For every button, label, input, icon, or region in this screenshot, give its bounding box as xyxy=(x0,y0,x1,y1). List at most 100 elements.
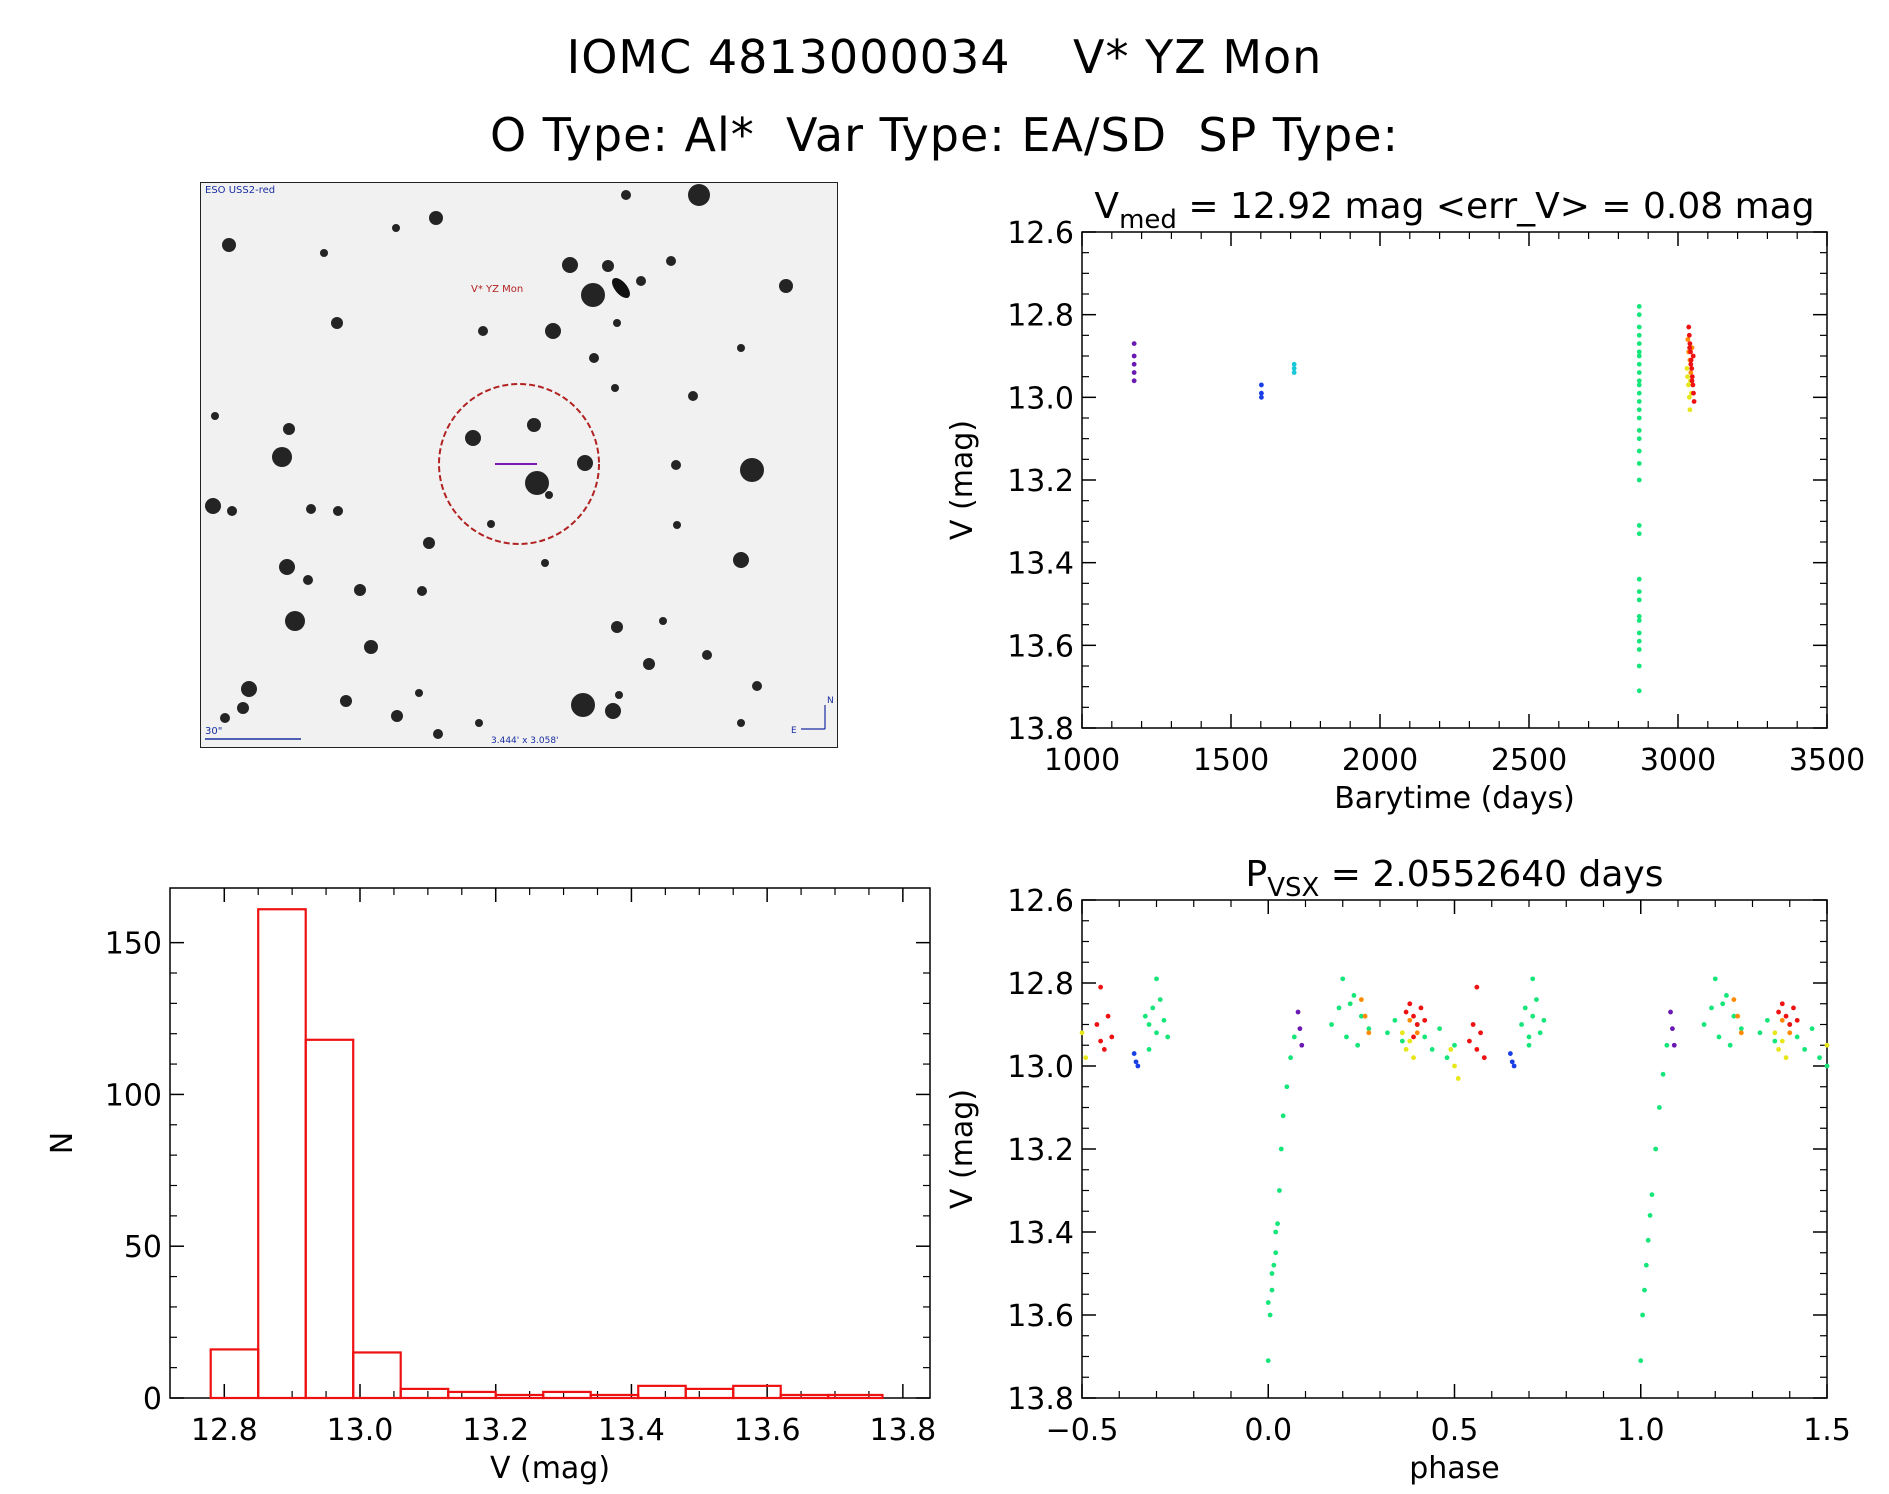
point-red xyxy=(1783,1013,1789,1019)
star-0 xyxy=(688,184,710,206)
point-yellow xyxy=(1686,394,1692,400)
hist-bar xyxy=(779,1393,830,1400)
point-purple xyxy=(1131,378,1137,384)
point-red xyxy=(1481,1055,1487,1061)
point-red xyxy=(1474,984,1480,990)
point-blue xyxy=(1511,1063,1517,1069)
point-red xyxy=(1098,1038,1104,1044)
point-yellow xyxy=(1687,407,1693,413)
point-green xyxy=(1636,597,1642,603)
star-19 xyxy=(283,423,295,435)
x-tick-label: 13.2 xyxy=(462,1413,529,1448)
target-circle xyxy=(438,383,600,545)
point-purple xyxy=(1131,361,1137,367)
hist-bar xyxy=(209,1348,260,1400)
x-tick-label: 1500 xyxy=(1193,743,1269,778)
point-orange xyxy=(1407,1017,1413,1023)
y-tick-label: 12.6 xyxy=(1007,884,1074,919)
star-8 xyxy=(666,256,676,266)
star-45 xyxy=(611,621,623,633)
plot-frame xyxy=(1081,231,1828,729)
point-purple xyxy=(1297,1026,1303,1032)
point-green xyxy=(1366,1026,1372,1032)
star-20 xyxy=(527,418,541,432)
star-32 xyxy=(673,521,681,529)
star-3 xyxy=(392,224,400,232)
point-cyan xyxy=(1291,361,1297,367)
point-green xyxy=(1824,1063,1830,1069)
point-green xyxy=(1636,415,1642,421)
point-cyan xyxy=(1291,370,1297,375)
point-green xyxy=(1522,1005,1528,1011)
star-48 xyxy=(702,650,712,660)
point-orange xyxy=(1688,370,1694,375)
point-red xyxy=(1688,357,1694,363)
point-orange xyxy=(1358,997,1364,1002)
point-red xyxy=(1403,1009,1409,1015)
star-field xyxy=(205,184,793,739)
point-green xyxy=(1636,370,1642,375)
y-tick-label: 13.4 xyxy=(1007,547,1074,582)
point-green xyxy=(1146,1047,1152,1052)
point-green xyxy=(1636,688,1642,694)
star-24 xyxy=(577,455,593,471)
point-red xyxy=(1689,374,1695,380)
star-10 xyxy=(581,283,605,307)
point-green xyxy=(1643,1262,1649,1268)
point-blue xyxy=(1509,1059,1515,1065)
point-red xyxy=(1691,390,1696,396)
east-label: E xyxy=(791,726,797,736)
point-purple xyxy=(1671,1042,1677,1048)
point-yellow xyxy=(1411,1055,1416,1061)
point-green xyxy=(1392,1017,1398,1023)
type-subtitle: O Type: Al* Var Type: EA/SD SP Type: xyxy=(489,108,1400,162)
hist-bar xyxy=(399,1387,450,1400)
point-yellow xyxy=(1407,1038,1413,1044)
point-green xyxy=(1636,341,1642,346)
y-tick-label: 13.0 xyxy=(1007,381,1074,416)
point-red xyxy=(1422,1017,1428,1023)
point-red xyxy=(1687,341,1693,346)
point-green xyxy=(1161,1017,1167,1023)
point-green xyxy=(1329,1022,1334,1027)
point-red xyxy=(1094,1022,1100,1027)
point-green xyxy=(1636,399,1642,404)
point-red xyxy=(1407,1001,1413,1007)
x-axis-label: Barytime (days) xyxy=(1334,781,1575,816)
point-red xyxy=(1689,378,1695,384)
x-tick-label: 3500 xyxy=(1789,743,1865,778)
x-tick-label: 2000 xyxy=(1342,743,1418,778)
point-green xyxy=(1269,1287,1275,1293)
point-green xyxy=(1645,1237,1651,1243)
lightcurve-chart: 1000 1500 2000 2500 3000 3500 12.6 12.8 13.0 13.2… xyxy=(945,186,1865,816)
y-tick-label: 13.6 xyxy=(1007,629,1074,664)
point-green xyxy=(1636,324,1642,330)
point-purple xyxy=(1670,1026,1675,1032)
hist-bar xyxy=(304,1038,355,1400)
point-green xyxy=(1709,1005,1714,1011)
point-blue xyxy=(1258,382,1264,388)
point-yellow xyxy=(1686,382,1691,388)
point-green xyxy=(1429,1047,1435,1052)
point-yellow xyxy=(1779,1038,1785,1044)
star-61 xyxy=(737,719,745,727)
hist-bar xyxy=(542,1390,592,1400)
point-green xyxy=(1636,461,1642,466)
scale-label: 30" xyxy=(205,726,222,737)
fov-label: 3.444' x 3.058' xyxy=(491,736,559,746)
point-green xyxy=(1277,1188,1282,1193)
point-green xyxy=(1636,304,1642,309)
hist-bar xyxy=(494,1393,545,1400)
point-green xyxy=(1444,1055,1450,1061)
point-green xyxy=(1656,1105,1662,1110)
point-green xyxy=(1288,1055,1293,1061)
point-green xyxy=(1727,1042,1733,1048)
point-green xyxy=(1720,1001,1726,1007)
point-green xyxy=(1265,1358,1271,1364)
point-red xyxy=(1474,1047,1480,1052)
x-tick-label: 1000 xyxy=(1044,743,1120,778)
point-purple xyxy=(1131,353,1137,359)
star-9 xyxy=(636,276,646,286)
point-green xyxy=(1275,1221,1280,1227)
phase-chart: −0.5 0.0 0.5 1.0 1.5 12.6 12.8 13.0 13.2 13.4 13.6… xyxy=(945,854,1851,1486)
